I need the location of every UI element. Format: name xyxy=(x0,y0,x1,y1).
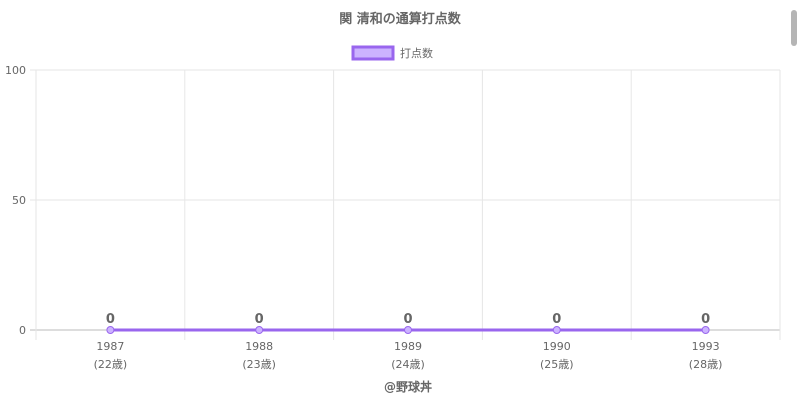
y-tick-label: 0 xyxy=(19,324,26,337)
data-label: 0 xyxy=(106,312,115,327)
x-tick-sublabel: (28歳) xyxy=(689,358,723,371)
data-label: 0 xyxy=(255,312,264,327)
x-tick-sublabel: (24歳) xyxy=(391,358,425,371)
x-tick-label: 1988 xyxy=(245,340,273,353)
x-tick-label: 1989 xyxy=(394,340,422,353)
y-tick-label: 100 xyxy=(5,64,26,77)
scrollbar[interactable] xyxy=(788,0,800,400)
data-label: 0 xyxy=(403,312,412,327)
data-point xyxy=(255,326,264,334)
data-label: 0 xyxy=(552,312,561,327)
x-tick-sublabel: (23歳) xyxy=(242,358,276,371)
legend-label: 打点数 xyxy=(400,46,433,60)
x-tick-label: 1987 xyxy=(96,340,124,353)
y-tick-label: 50 xyxy=(12,194,26,207)
x-tick-label: 1990 xyxy=(543,340,571,353)
legend[interactable]: 打点数 xyxy=(351,45,433,61)
x-tick-label: 1993 xyxy=(692,340,720,353)
scrollbar-thumb[interactable] xyxy=(791,10,797,46)
data-point xyxy=(552,326,561,334)
footer-credit: @野球丼 xyxy=(384,379,432,394)
x-tick-sublabel: (22歳) xyxy=(94,358,128,371)
legend-swatch xyxy=(351,45,395,61)
data-point xyxy=(404,326,412,334)
data-point xyxy=(701,326,710,334)
x-tick-sublabel: (25歳) xyxy=(540,358,574,371)
data-point xyxy=(106,326,115,334)
data-label: 0 xyxy=(701,312,710,327)
chart-title: 関 清和の通算打点数 xyxy=(339,11,462,27)
